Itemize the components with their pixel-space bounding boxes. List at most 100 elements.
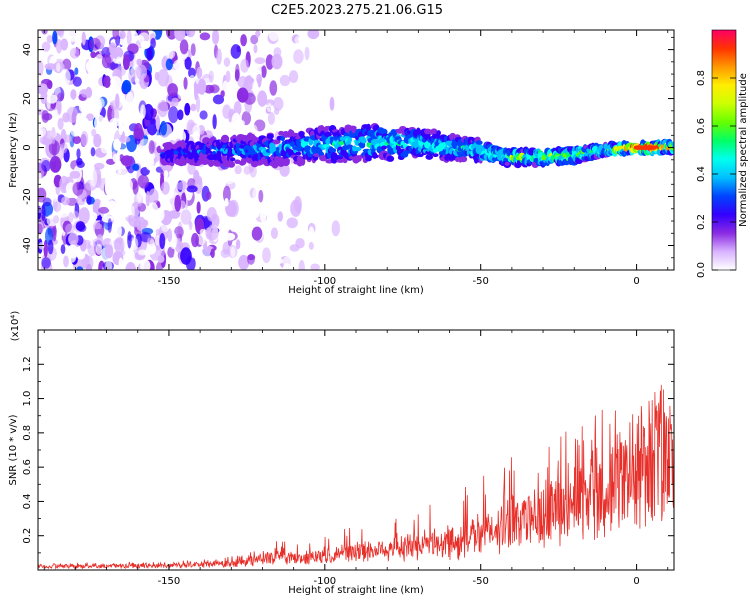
colorbar-tick-label: 0.4	[696, 166, 707, 182]
heatmap-cell	[220, 90, 225, 98]
heatmap-cell	[180, 247, 192, 265]
heatmap-cell	[216, 48, 222, 65]
heatmap-cell	[105, 259, 113, 270]
heatmap-cell	[148, 188, 159, 205]
heatmap-cell	[110, 100, 120, 111]
heatmap-cell	[164, 169, 169, 179]
heatmap-cell	[192, 125, 201, 136]
heatmap-cell	[196, 201, 201, 214]
heatmap-cell	[72, 135, 82, 145]
heatmap-cell	[38, 187, 47, 203]
heatmap-cell	[113, 222, 122, 240]
heatmap-cell	[225, 70, 231, 83]
heatmap-cell	[176, 181, 189, 191]
heatmap-cell	[168, 209, 181, 219]
heatmap-cell	[110, 179, 121, 197]
colorbar-tick-label: 0.6	[696, 118, 707, 134]
snr-x-label: Height of straight line (km)	[288, 585, 424, 596]
heatmap-cell	[56, 99, 62, 115]
heatmap-cell	[76, 41, 82, 50]
heatmap-cell	[353, 147, 362, 152]
heatmap-cell	[210, 248, 215, 259]
heatmap-cell	[41, 41, 51, 52]
x-tick-label: -150	[158, 276, 181, 287]
heatmap-cell	[207, 158, 215, 168]
heatmap-cell	[475, 140, 483, 145]
heatmap-cell	[223, 57, 231, 67]
heatmap-cell	[254, 57, 266, 65]
heatmap-cell	[284, 157, 290, 164]
heatmap-cell	[57, 117, 64, 130]
heatmap-cell	[118, 189, 124, 203]
snr-series-line	[38, 384, 674, 570]
heatmap-cell	[304, 46, 310, 61]
heatmap-cell	[184, 56, 192, 70]
heatmap-cell	[235, 63, 240, 82]
heatmap-cell	[46, 80, 53, 90]
heatmap-cell	[222, 185, 231, 203]
heatmap-cell	[222, 104, 232, 119]
heatmap-cell	[81, 117, 90, 132]
heatmap-cell	[114, 236, 125, 255]
heatmap-cell	[123, 178, 134, 194]
heatmap-cell	[209, 168, 221, 181]
heatmap-cell	[174, 30, 186, 41]
heatmap-cell	[238, 254, 250, 270]
heatmap-cell	[222, 80, 230, 93]
heatmap-cell	[166, 257, 177, 270]
heatmap-cell	[95, 243, 103, 255]
y-tick-label: 0.6	[22, 459, 33, 475]
heatmap-cell	[233, 100, 242, 116]
colorbar-gradient	[712, 30, 736, 270]
heatmap-cell	[38, 60, 44, 76]
heatmap-cell	[38, 126, 47, 138]
heatmap-cell	[266, 189, 278, 207]
heatmap-cell	[651, 145, 658, 150]
heatmap-cell	[108, 42, 117, 55]
heatmap-cell	[154, 234, 161, 246]
heatmap-cell	[47, 239, 54, 255]
heatmap-cell	[167, 83, 178, 98]
heatmap-cell	[271, 257, 284, 265]
heatmap-cell	[347, 135, 353, 144]
heatmap-cell	[159, 232, 166, 250]
heatmap-cell	[296, 252, 307, 260]
heatmap-cell	[160, 120, 168, 136]
heatmap-cell	[255, 30, 261, 38]
figure-title: C2E5.2023.275.21.06.G15	[271, 3, 443, 18]
x-tick-label: -50	[473, 276, 489, 287]
heatmap-cell	[266, 102, 272, 112]
heatmap-cell	[279, 74, 291, 87]
heatmap-cell	[167, 246, 175, 258]
heatmap-cell	[271, 143, 276, 152]
heatmap-cell	[256, 73, 263, 84]
heatmap-cell	[63, 255, 69, 268]
heatmap-cell	[112, 30, 120, 41]
heatmap-cell	[64, 134, 72, 143]
heatmap-cell	[119, 30, 126, 40]
heatmap-cell	[56, 62, 61, 72]
heatmap-cell	[167, 228, 173, 243]
heatmap-cell	[121, 79, 132, 94]
heatmap-cell	[40, 90, 48, 105]
heatmap-cell	[128, 68, 136, 83]
heatmap-cell	[90, 147, 96, 157]
heatmap-cell	[90, 51, 96, 59]
heatmap-cell	[271, 53, 283, 70]
heatmap-cell	[150, 37, 156, 49]
heatmap-cell	[295, 151, 302, 156]
heatmap-cell	[208, 70, 214, 83]
heatmap-cell	[65, 223, 75, 235]
heatmap-cell	[298, 259, 305, 270]
heatmap-cell	[68, 232, 79, 246]
heatmap-cell	[266, 173, 275, 185]
snr-multiplier: (x10⁴)	[10, 311, 21, 342]
heatmap-cell	[258, 41, 270, 52]
heatmap-cell	[122, 54, 130, 71]
heatmap-cell	[137, 174, 149, 189]
snr-plot-area	[38, 330, 674, 570]
heatmap-cell	[223, 232, 236, 241]
heatmap-cell	[146, 118, 158, 136]
heatmap-cell	[46, 94, 58, 104]
spectrogram-panel: -150 -100 -50 0 -40 -20 0 20 40 Height of strai…	[8, 29, 675, 296]
